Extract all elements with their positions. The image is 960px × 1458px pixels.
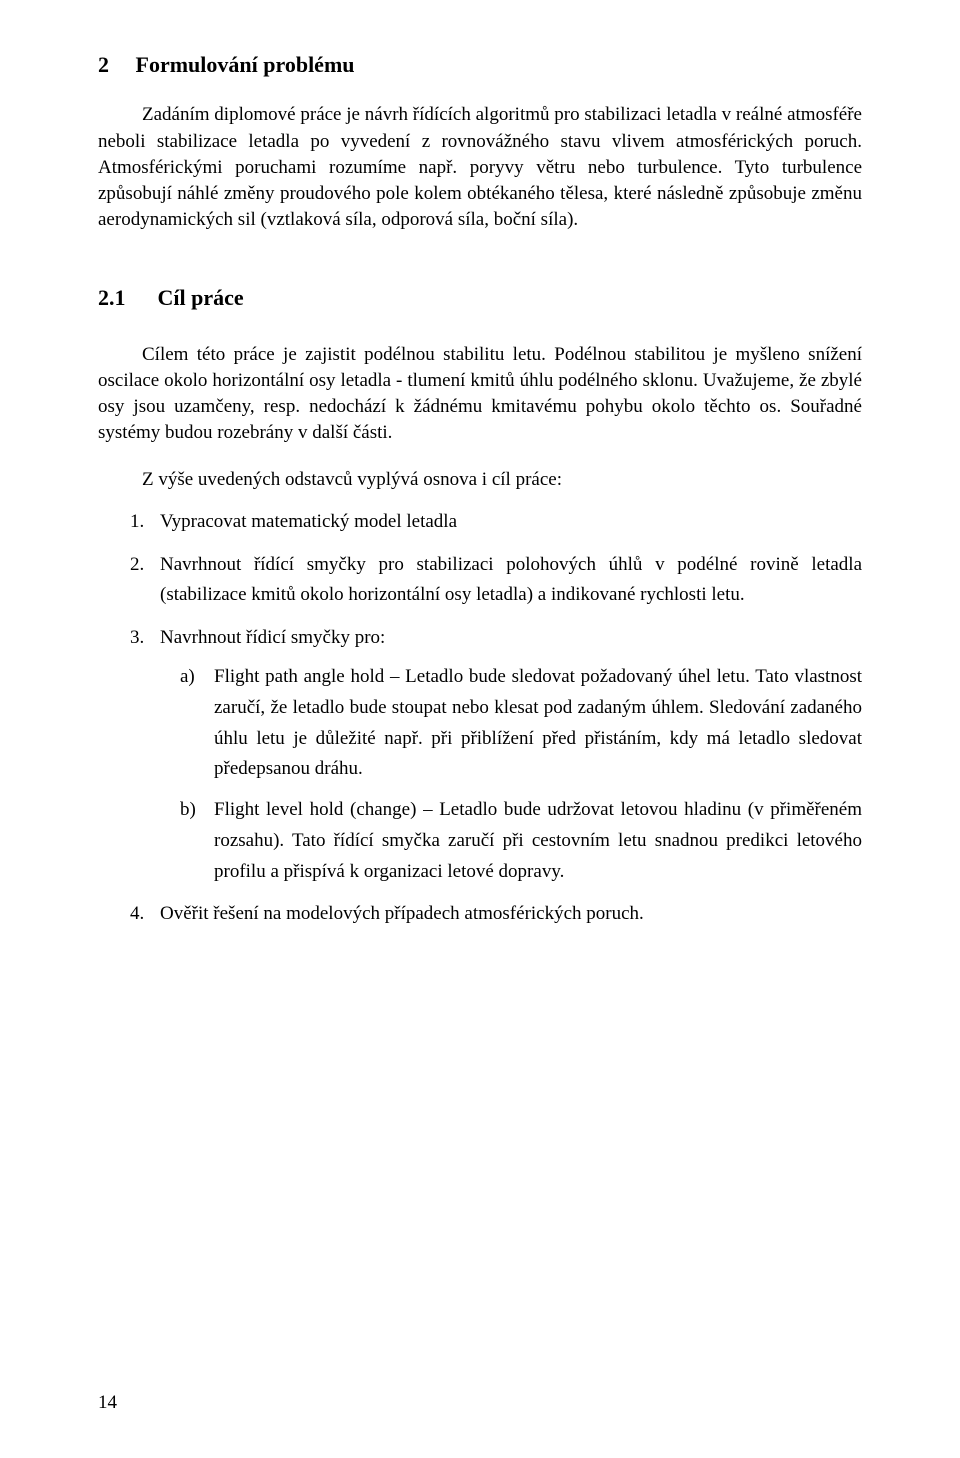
section-paragraph-1: Cílem této práce je zajistit podélnou st… [98, 342, 862, 447]
list-text: Navrhnout řídicí smyčky pro: [160, 627, 385, 648]
page-number: 14 [98, 1390, 117, 1416]
list-text: Flight path angle hold – Letadlo bude sl… [214, 666, 862, 779]
chapter-number: 2 [98, 50, 130, 80]
list-item: 3. Navrhnout řídicí smyčky pro: a) Fligh… [160, 623, 862, 887]
outline-intro: Z výše uvedených odstavců vyplývá osnova… [98, 467, 862, 493]
outline-sublist: a) Flight path angle hold – Letadlo bude… [160, 662, 862, 887]
list-text: Flight level hold (change) – Letadlo bud… [214, 799, 862, 882]
list-marker: 2. [130, 550, 144, 581]
section-number: 2.1 [98, 283, 152, 313]
section-heading: 2.1 Cíl práce [98, 283, 862, 313]
list-item: 4. Ověřit řešení na modelových případech… [160, 899, 862, 930]
section-title: Cíl práce [158, 285, 244, 310]
outline-list: 1. Vypracovat matematický model letadla … [98, 507, 862, 930]
chapter-heading: 2 Formulování problému [98, 50, 862, 80]
chapter-title: Formulování problému [136, 52, 355, 77]
chapter-intro-paragraph: Zadáním diplomové práce je návrh řídícíc… [98, 102, 862, 233]
list-marker: 4. [130, 899, 144, 930]
list-text: Navrhnout řídící smyčky pro stabilizaci … [160, 554, 862, 606]
list-marker: b) [180, 795, 196, 826]
list-marker: a) [180, 662, 195, 693]
list-item: a) Flight path angle hold – Letadlo bude… [214, 662, 862, 785]
list-text: Vypracovat matematický model letadla [160, 511, 457, 532]
list-item: 1. Vypracovat matematický model letadla [160, 507, 862, 538]
list-marker: 1. [130, 507, 144, 538]
list-text: Ověřit řešení na modelových případech at… [160, 903, 644, 924]
list-item: b) Flight level hold (change) – Letadlo … [214, 795, 862, 887]
list-marker: 3. [130, 623, 144, 654]
list-item: 2. Navrhnout řídící smyčky pro stabiliza… [160, 550, 862, 612]
